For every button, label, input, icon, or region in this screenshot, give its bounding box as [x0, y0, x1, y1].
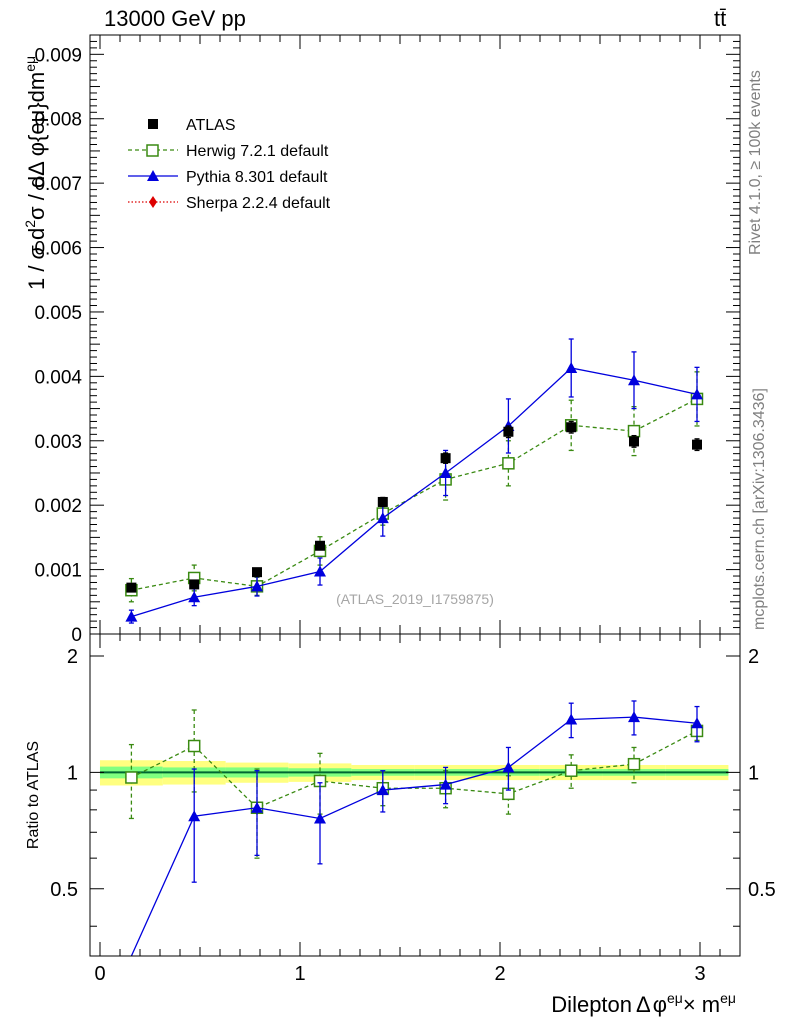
site-label: mcplots.cern.ch [arXiv:1306.3436] [751, 388, 768, 630]
main-plot-data [125, 338, 704, 624]
herwig-point [627, 424, 641, 438]
ratio-panel-ticks [90, 634, 740, 956]
herwig-point [502, 457, 515, 470]
atlas-point [692, 439, 702, 450]
pythia-point [691, 388, 703, 400]
pythia-point [251, 580, 263, 592]
ratio-plot-data [125, 700, 704, 957]
main-y-tick-label: 0.008 [34, 110, 82, 131]
atlas-point [126, 582, 137, 593]
x-axis-title: Dilepton Δφeμ× meμ [551, 990, 736, 1017]
analysis-watermark: (ATLAS_2019_I1759875) [336, 591, 494, 607]
main-y-tick-label: 0.003 [34, 432, 82, 453]
atlas-point [252, 567, 262, 578]
pythia-point [628, 374, 640, 386]
atlas-point [189, 579, 200, 590]
pythia-point [628, 711, 640, 723]
pythia-line [130, 716, 698, 957]
main-y-axis-title: 1 / σ d2σ / dΔ φ{eμ}dmeμ [22, 56, 49, 290]
main-y-tick-label: 0.004 [34, 367, 82, 388]
pythia-point [314, 565, 326, 577]
pythia-point [439, 466, 452, 478]
energy-label: 13000 GeV pp [104, 6, 246, 31]
ratio-y-tick-label-right: 1 [748, 762, 759, 784]
legend-entry-pythia: Pythia 8.301 default [128, 169, 328, 186]
ratio-y-tick-label-left: 1 [67, 762, 78, 784]
pythia-point [314, 812, 326, 824]
herwig-point [564, 764, 578, 777]
pythia-point [376, 512, 389, 524]
main-y-tick-label: 0.006 [34, 239, 82, 260]
main-panel-ticks [90, 34, 740, 635]
main-y-tick-label: 0.002 [34, 496, 82, 517]
pythia-point [502, 761, 515, 773]
ratio-y-tick-label-left: 2 [67, 646, 78, 668]
legend-label-herwig: Herwig 7.2.1 default [186, 143, 329, 160]
herwig-line [131, 398, 698, 591]
ratio-y-axis-title: Ratio to ATLAS [25, 741, 42, 849]
ratio-panel-axes [89, 633, 741, 957]
x-tick-label: 3 [694, 963, 705, 985]
atlas-point [566, 422, 577, 433]
pythia-point [376, 784, 389, 796]
herwig-point [627, 757, 641, 771]
pythia-point [188, 810, 201, 822]
ratio-y-tick-label-right: 0.5 [748, 879, 776, 901]
process-label: tt̄ [714, 6, 726, 31]
atlas-point [503, 426, 514, 437]
pythia-point [565, 361, 578, 373]
pythia-point [691, 717, 703, 729]
pythia-line [131, 367, 698, 618]
atlas-point [315, 540, 325, 551]
x-tick-label: 0 [94, 963, 105, 985]
pythia-point [188, 591, 201, 603]
legend-label-sherpa: Sherpa 2.2.4 default [186, 195, 331, 212]
x-tick-labels: 0 1 2 3 [94, 963, 705, 985]
main-y-tick-label: 0.005 [34, 303, 82, 324]
atlas-point [377, 496, 388, 507]
pythia-point [251, 801, 263, 813]
legend-marker-herwig [146, 144, 159, 157]
legend-marker-pythia [147, 170, 159, 181]
ratio-y-tick-label-right: 2 [748, 646, 759, 668]
x-tick-label: 1 [294, 963, 305, 985]
legend-label-atlas: ATLAS [186, 117, 236, 134]
herwig-line [131, 730, 698, 809]
legend-entry-sherpa: Sherpa 2.2.4 default [128, 195, 331, 212]
legend-marker-sherpa [149, 196, 157, 208]
legend-entry-atlas: ATLAS [148, 117, 236, 134]
ratio-y-tick-labels: 0.5 0.5 1 1 2 2 [50, 646, 776, 901]
legend-label-pythia: Pythia 8.301 default [186, 169, 328, 186]
legend-marker-atlas [148, 119, 158, 129]
legend-entry-herwig: Herwig 7.2.1 default [128, 143, 329, 160]
main-y-tick-label: 0.007 [34, 174, 82, 195]
pythia-point [125, 610, 138, 622]
herwig-point [187, 739, 201, 753]
ratio-y-tick-label-left: 0.5 [50, 879, 78, 901]
main-y-tick-labels: 0 0.001 0.002 0.003 0.004 0.005 0.006 0.007 0.00… [34, 45, 82, 646]
legend: ATLAS Herwig 7.2.1 default Pythia 8.301 … [128, 117, 331, 212]
main-y-tick-label: 0.009 [34, 45, 82, 66]
atlas-point [440, 453, 451, 464]
pythia-point [439, 778, 452, 790]
pythia-point [565, 713, 578, 725]
herwig-point [125, 771, 138, 784]
main-y-tick-label: 0 [71, 625, 82, 646]
rivet-label: Rivet 4.1.0, ≥ 100k events [747, 70, 764, 255]
main-y-tick-label: 0.001 [34, 561, 82, 582]
x-tick-label: 2 [494, 963, 505, 985]
ratio-panel-frame [89, 633, 741, 957]
atlas-point [629, 436, 639, 447]
